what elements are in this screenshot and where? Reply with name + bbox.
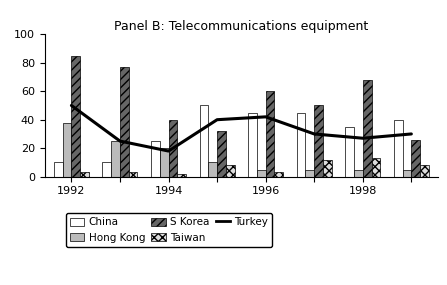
Bar	[200, 105, 208, 177]
Bar	[102, 162, 111, 177]
Bar	[354, 170, 363, 177]
Bar	[54, 162, 63, 177]
Bar	[120, 67, 129, 177]
Legend: China, Hong Kong, S Korea, Taiwan, Turkey: China, Hong Kong, S Korea, Taiwan, Turke…	[66, 213, 273, 247]
Bar	[217, 131, 226, 177]
Bar	[345, 127, 354, 177]
Bar	[72, 56, 80, 177]
Title: Panel B: Telecommunications equipment: Panel B: Telecommunications equipment	[114, 20, 368, 33]
Bar	[63, 123, 72, 177]
Bar	[371, 158, 380, 177]
Bar	[151, 141, 160, 177]
Bar	[248, 113, 257, 177]
Bar	[257, 170, 266, 177]
Bar	[297, 113, 305, 177]
Bar	[411, 140, 420, 177]
Bar	[208, 162, 217, 177]
Bar	[305, 170, 314, 177]
Bar	[420, 165, 429, 177]
Bar	[169, 120, 177, 177]
Bar	[274, 172, 283, 177]
Bar	[403, 170, 411, 177]
Bar	[129, 172, 138, 177]
Bar	[314, 105, 323, 177]
Bar	[363, 80, 371, 177]
Bar	[177, 174, 186, 177]
Bar	[111, 141, 120, 177]
Bar	[80, 172, 89, 177]
Bar	[394, 120, 403, 177]
Bar	[266, 91, 274, 177]
Bar	[323, 160, 332, 177]
Bar	[226, 165, 235, 177]
Bar	[160, 148, 169, 177]
